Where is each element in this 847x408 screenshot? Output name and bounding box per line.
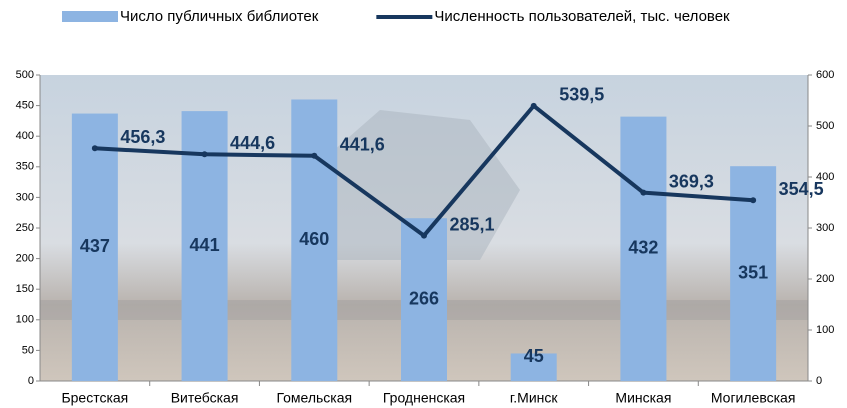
bar-value-label: 351 [738,262,768,282]
x-tick-label: Брестская [61,390,128,406]
line-value-label: 354,5 [779,179,824,199]
x-tick-label: Витебская [171,390,239,406]
bar-value-label: 432 [628,238,658,258]
line-point [311,153,317,159]
y2-tick-label: 100 [816,324,834,336]
chart: 0 50 100 150 200 250 300 350 400 450 500 0 100 200 300… [0,0,847,408]
y-tick-label: 200 [16,253,34,265]
y2-tick-label: 600 [816,69,834,81]
line-value-label: 444,6 [230,133,275,153]
line-point [640,190,646,196]
y-tick-label: 500 [16,69,34,81]
y2-tick-label: 200 [816,273,834,285]
y-tick-label: 150 [16,283,34,295]
y2-tick-label: 0 [816,375,822,387]
legend-swatch [62,11,118,22]
line-point [92,145,98,151]
y-tick-label: 100 [16,314,34,326]
y-tick-label: 350 [16,161,34,173]
y2-tick-label: 500 [816,120,834,132]
line-point [421,233,427,239]
line-point [202,151,208,157]
line-value-label: 369,3 [669,171,714,191]
line-value-label: 539,5 [559,85,604,105]
bar-value-label: 460 [299,229,329,249]
line-value-label: 456,3 [120,127,165,147]
bar-value-label: 45 [524,346,544,366]
y-tick-label: 0 [28,375,34,387]
y-tick-label: 450 [16,100,34,112]
y-tick-label: 400 [16,130,34,142]
bar-value-label: 441 [190,235,220,255]
line-value-label: 285,1 [449,214,494,234]
bar-value-label: 266 [409,288,439,308]
line-value-label: 441,6 [340,135,385,155]
y2-tick-label: 300 [816,222,834,234]
y-tick-label: 50 [22,344,34,356]
x-tick-label: Гродненская [383,390,465,406]
y-tick-label: 300 [16,191,34,203]
legend-label: Число публичных библиотек [120,8,319,25]
line-point [531,103,537,109]
x-tick-label: Гомельская [276,390,352,406]
x-tick-label: Минская [615,390,671,406]
line-point [750,197,756,203]
x-tick-label: Могилевская [711,390,796,406]
x-tick-label: г.Минск [510,390,559,406]
bar-value-label: 437 [80,236,110,256]
legend-label: Численность пользователей, тыс. человек [434,8,730,25]
y-tick-label: 250 [16,222,34,234]
